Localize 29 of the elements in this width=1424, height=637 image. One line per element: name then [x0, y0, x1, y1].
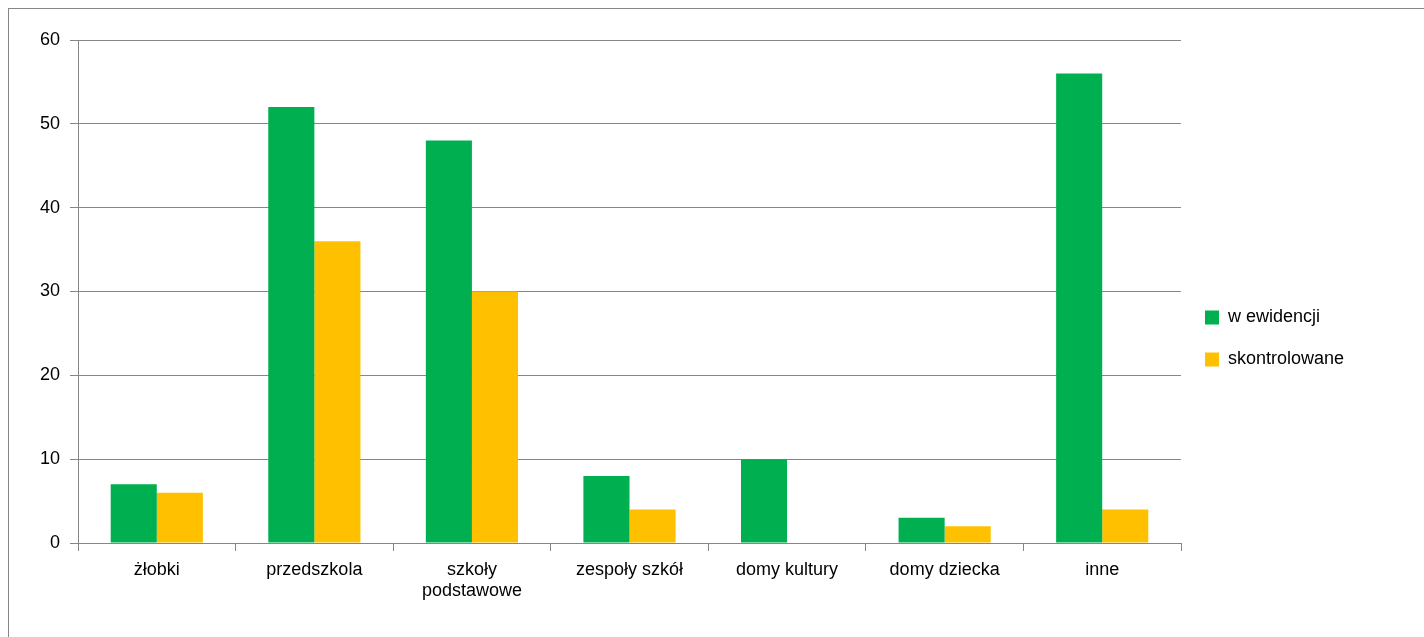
y-tick-label: 0: [49, 531, 60, 552]
x-tick-label: żłobki: [133, 558, 180, 579]
x-tick-label: zespoły szkół: [575, 558, 684, 579]
x-tick-label: domy kultury: [736, 558, 839, 579]
y-tick-label: 30: [39, 280, 60, 301]
y-tick-label: 50: [39, 112, 60, 133]
bar: [944, 526, 991, 543]
bar: [1056, 73, 1103, 543]
x-tick-label: domy dziecka: [889, 558, 1001, 579]
y-tick-label: 20: [39, 364, 60, 385]
bar: [583, 475, 630, 543]
bar: [898, 517, 945, 543]
y-tick-label: 10: [39, 448, 60, 469]
bar: [629, 509, 676, 543]
bar: [110, 484, 157, 543]
bar: [314, 241, 361, 543]
bar: [425, 140, 472, 543]
y-tick-label: 40: [39, 196, 60, 217]
bar: [740, 459, 788, 543]
bar: [471, 291, 519, 543]
x-tick-label: przedszkola: [266, 558, 364, 579]
bar: [1102, 509, 1149, 543]
y-tick-label: 60: [39, 28, 60, 49]
x-tick-label: szkoły podstawowe: [421, 558, 522, 601]
legend-label: w ewidencji: [1227, 306, 1321, 327]
bar: [156, 492, 203, 543]
bar: [268, 107, 315, 543]
legend-label: skontrolowane: [1228, 348, 1345, 369]
x-tick-label: inne: [1085, 558, 1120, 579]
